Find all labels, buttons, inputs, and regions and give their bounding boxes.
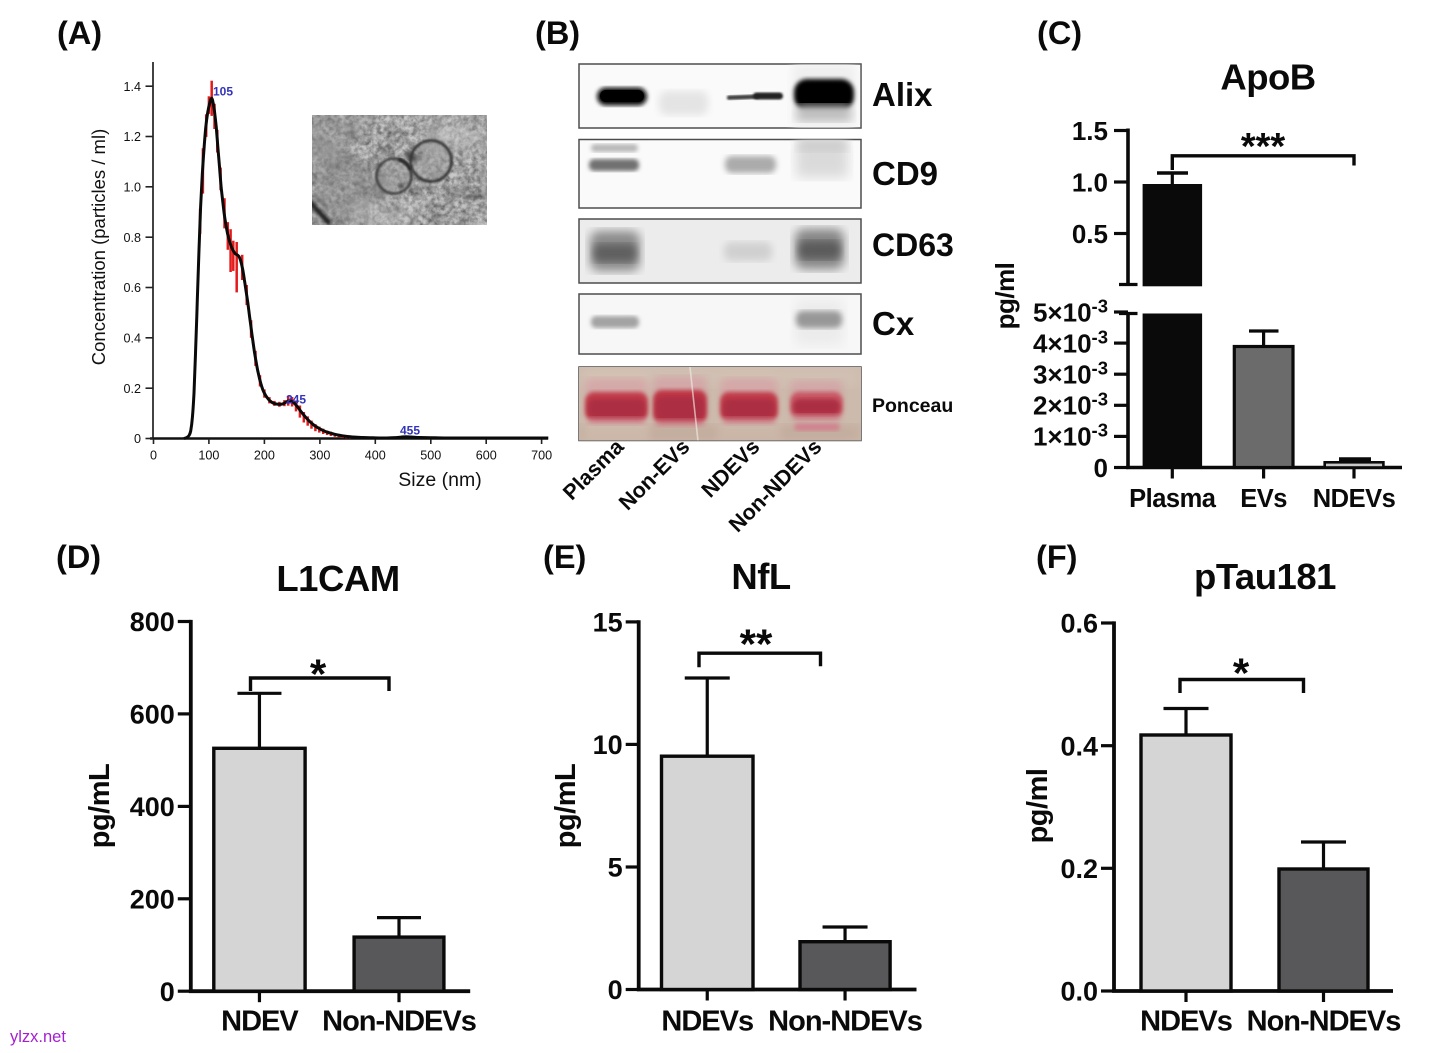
svg-text:0.6: 0.6 (1060, 609, 1098, 639)
svg-text:1.5: 1.5 (1072, 116, 1108, 146)
svg-text:(A): (A) (57, 15, 102, 51)
svg-text:NfL: NfL (731, 556, 791, 597)
svg-text:*: * (310, 651, 327, 698)
svg-text:NDEV: NDEV (221, 1006, 299, 1038)
svg-text:*: * (1233, 650, 1250, 697)
svg-text:pg/ml: pg/ml (990, 263, 1020, 330)
svg-text:(E): (E) (543, 539, 586, 575)
svg-text:200: 200 (254, 449, 275, 463)
svg-text:0.2: 0.2 (123, 382, 141, 396)
svg-text:0.8: 0.8 (123, 231, 141, 245)
svg-text:0: 0 (1094, 453, 1108, 483)
svg-text:0.0: 0.0 (1060, 977, 1098, 1007)
svg-text:1.2: 1.2 (123, 130, 141, 144)
svg-text:***: *** (1241, 126, 1286, 168)
svg-text:15: 15 (593, 608, 623, 638)
svg-text:NDEVs: NDEVs (1140, 1006, 1232, 1038)
svg-text:0.6: 0.6 (123, 281, 141, 295)
svg-text:2×10-3: 2×10-3 (1033, 389, 1108, 421)
svg-text:0.5: 0.5 (1072, 219, 1108, 249)
svg-text:0.4: 0.4 (123, 332, 141, 346)
svg-text:200: 200 (130, 885, 175, 915)
svg-text:NDEVs: NDEVs (1313, 485, 1396, 513)
svg-text:CD63: CD63 (872, 227, 954, 263)
svg-text:500: 500 (420, 449, 441, 463)
svg-text:0.2: 0.2 (1060, 854, 1098, 884)
svg-text:100: 100 (198, 449, 219, 463)
svg-text:400: 400 (365, 449, 386, 463)
svg-text:245: 245 (286, 393, 306, 407)
svg-text:Size (nm): Size (nm) (398, 469, 481, 491)
svg-text:Concentration (particles / ml): Concentration (particles / ml) (88, 129, 109, 365)
svg-text:5: 5 (608, 853, 623, 883)
svg-text:455: 455 (400, 424, 420, 438)
svg-text:EVs: EVs (1240, 485, 1287, 513)
svg-text:105: 105 (213, 85, 233, 99)
svg-text:Non-NDEVs: Non-NDEVs (322, 1006, 476, 1038)
svg-text:300: 300 (309, 449, 330, 463)
svg-text:pg/mL: pg/mL (84, 764, 116, 849)
svg-text:0: 0 (160, 977, 175, 1007)
svg-text:(D): (D) (56, 539, 101, 575)
svg-text:600: 600 (130, 700, 175, 730)
svg-text:(B): (B) (535, 15, 580, 51)
svg-text:1.0: 1.0 (123, 181, 141, 195)
svg-text:Cx: Cx (872, 305, 915, 342)
svg-text:ylzx.net: ylzx.net (10, 1028, 66, 1046)
svg-text:CD9: CD9 (872, 155, 938, 192)
svg-text:pg/ml: pg/ml (1022, 769, 1054, 844)
svg-text:pg/mL: pg/mL (550, 764, 582, 849)
svg-text:**: ** (740, 621, 773, 668)
svg-text:700: 700 (531, 449, 552, 463)
svg-text:10: 10 (593, 730, 623, 760)
svg-text:Ponceau: Ponceau (872, 395, 953, 417)
svg-text:Alix: Alix (872, 76, 933, 113)
svg-text:1.4: 1.4 (123, 80, 141, 94)
svg-text:800: 800 (130, 607, 175, 637)
svg-text:400: 400 (130, 792, 175, 822)
svg-text:0.4: 0.4 (1060, 731, 1098, 761)
svg-text:600: 600 (476, 449, 497, 463)
svg-text:0: 0 (150, 449, 157, 463)
svg-text:Non-NDEVs: Non-NDEVs (1247, 1006, 1401, 1038)
svg-text:1.0: 1.0 (1072, 167, 1108, 197)
svg-text:Plasma: Plasma (1129, 485, 1217, 513)
svg-text:L1CAM: L1CAM (276, 558, 399, 599)
svg-text:pTau181: pTau181 (1194, 556, 1336, 597)
svg-text:(F): (F) (1036, 539, 1078, 575)
svg-text:ApoB: ApoB (1220, 57, 1315, 98)
svg-text:(C): (C) (1037, 15, 1082, 51)
svg-text:0: 0 (608, 975, 623, 1005)
svg-text:NDEVs: NDEVs (661, 1006, 753, 1038)
svg-text:0: 0 (134, 432, 141, 446)
svg-text:Non-NDEVs: Non-NDEVs (768, 1006, 922, 1038)
